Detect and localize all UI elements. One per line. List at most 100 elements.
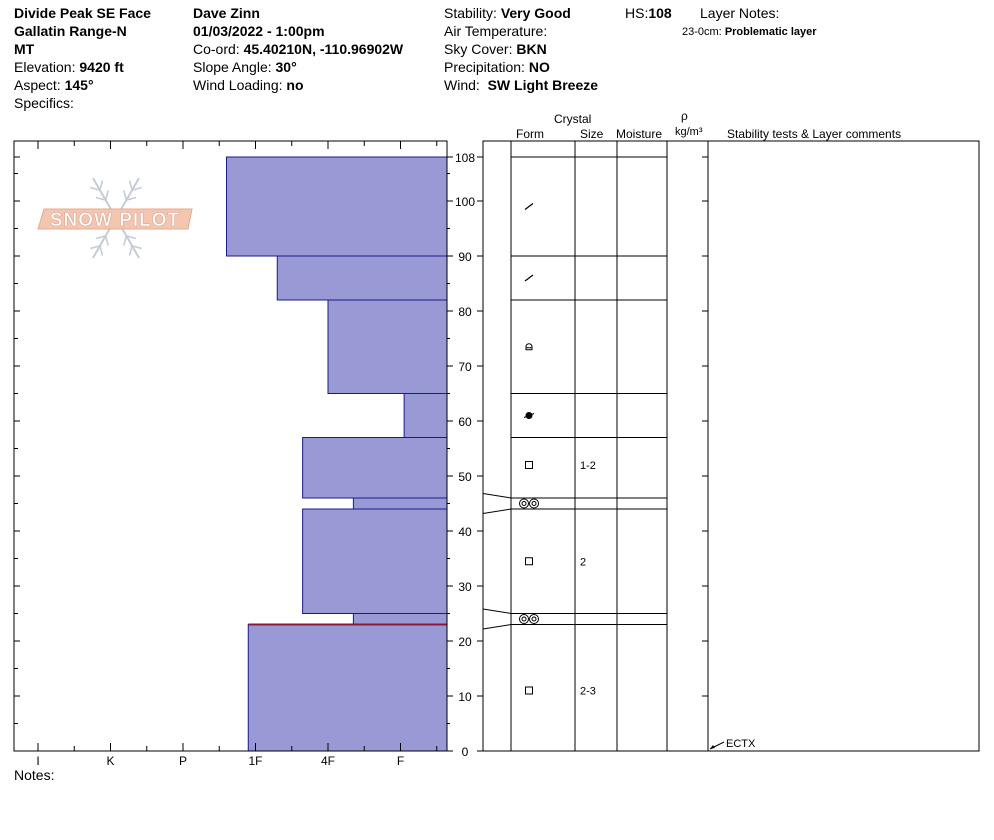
snowflake-branch [90,245,101,250]
crystal-form-faceted-icon [525,557,533,566]
snowflake-branch [131,245,142,250]
size-heading: Size [580,127,604,141]
crystal-heading: Crystal [554,112,592,126]
snowflake-branch [104,235,110,246]
crystal-form-surface-hoar-pair-icon [519,614,539,624]
hoar-ring-outer-0 [519,614,529,624]
snowflake-branch [122,235,128,246]
hardness-label-P: P [179,754,187,768]
snowflake-branch [131,186,142,191]
snowflake-branch [90,186,101,191]
hardness-frame [13,140,448,752]
faceted-square [525,557,533,566]
layer-note: 23-0cm: Problematic layer [682,23,817,41]
rounded-faceted-shape [525,343,533,351]
elevation-label: Elevation: [14,59,76,75]
hoar-ring-outer-1 [529,614,539,624]
faceted-square [525,686,533,695]
wind-value: SW Light Breeze [487,77,599,93]
notes-label: Notes: [14,767,55,783]
stability-value: Very Good [500,5,571,21]
hardness-label-F: F [397,754,404,768]
coord-row: Co-ord: 45.40210N, -110.96902W [193,40,403,58]
connector-44 [482,508,512,514]
form-heading: Form [516,127,544,141]
logo-text: SNOW PILOT [50,210,180,231]
hardness-label-K: K [106,754,114,768]
chart-frames [13,140,980,752]
snowflake-branch [126,196,137,201]
aspect-value: 145° [64,77,94,93]
crystal-form-precip-particles-icon [524,203,534,210]
density-unit: kg/m³ [675,126,703,138]
height-label-50: 50 [458,470,472,484]
snowflake-branch [122,190,128,201]
height-label-20: 20 [458,635,472,649]
precip-label: Precipitation: [444,59,525,75]
layer-notes-label: Layer Notes: [700,5,780,21]
hoar-ring-inner-1 [531,501,537,506]
faceted-square [525,461,533,469]
precip-row: Precipitation: NO [444,58,550,76]
hardness-bar-6 [352,497,448,510]
hardness-bar-3 [327,299,448,394]
connector-46 [482,493,512,499]
hs-value: 108 [648,5,672,21]
hoar-ring-inner-0 [521,616,527,622]
sky-label: Sky Cover: [444,41,513,57]
height-label-10: 10 [458,690,472,704]
hardness-label-1F: 1F [248,754,262,768]
snowpilot-logo: SNOW PILOT [37,177,193,259]
elevation-value: 9420 ft [79,59,124,75]
crystal-form-rounded-faceted-icon [525,343,533,351]
hs-label: HS: [625,5,649,21]
precip-value: NO [528,59,550,75]
height-label-108: 108 [455,151,475,165]
height-label-70: 70 [458,360,472,374]
height-label-60: 60 [458,415,472,429]
hardness-bar-8 [352,613,448,625]
snowflake-branch [99,245,104,256]
hardness-axis: I K P 1F 4F F [36,141,438,768]
crystal-form-precip-particles-icon [524,274,534,282]
height-label-30: 30 [458,580,472,594]
stability-test-result: ECTX [726,738,756,750]
snowflake-branch [99,180,104,191]
logo-banner [37,208,193,230]
snowflake-branch [128,245,133,256]
slope-row: Slope Angle: 30° [193,58,297,76]
location-name: Divide Peak SE Face [14,5,151,21]
hardness-bar-1 [226,156,448,257]
wind-loading-label: Wind Loading: [193,77,283,93]
crystal-size-7: 2 [580,556,586,568]
height-label-0: 0 [462,745,469,759]
range-name: Gallatin Range-N [14,23,127,39]
hardness-bars [226,156,448,752]
height-label-80: 80 [458,305,472,319]
aspect-label: Aspect: [14,77,61,93]
crystal-form-faceted-icon [525,461,533,469]
snowflake-branch [104,190,110,201]
hs-row: HS:108 [625,4,672,22]
slope-value: 30° [275,59,297,75]
hardness-label-I: I [36,754,39,768]
snowflake-branch [95,196,106,201]
connector-23 [482,624,512,630]
precip-stroke [524,274,534,282]
snowflake-branch [128,180,133,191]
crystal-form-faceted-icon [525,686,533,695]
stability-label: Stability: [444,5,497,21]
wind-loading-value: no [286,77,304,93]
snowflake-branch [126,235,137,240]
melt-freeze-stroke [523,413,535,418]
layer-table-frame [482,140,980,752]
crystal-form-melt-freeze-icon [523,412,535,419]
layer-note-text: Problematic layer [724,26,817,38]
height-label-100: 100 [455,195,475,209]
hardness-bar-5 [302,437,448,499]
hoar-ring-outer-1 [529,498,539,509]
test-marker-arrow-icon [710,745,715,749]
air-temp-label: Air Temperature: [444,23,548,39]
state-name: MT [14,41,35,57]
